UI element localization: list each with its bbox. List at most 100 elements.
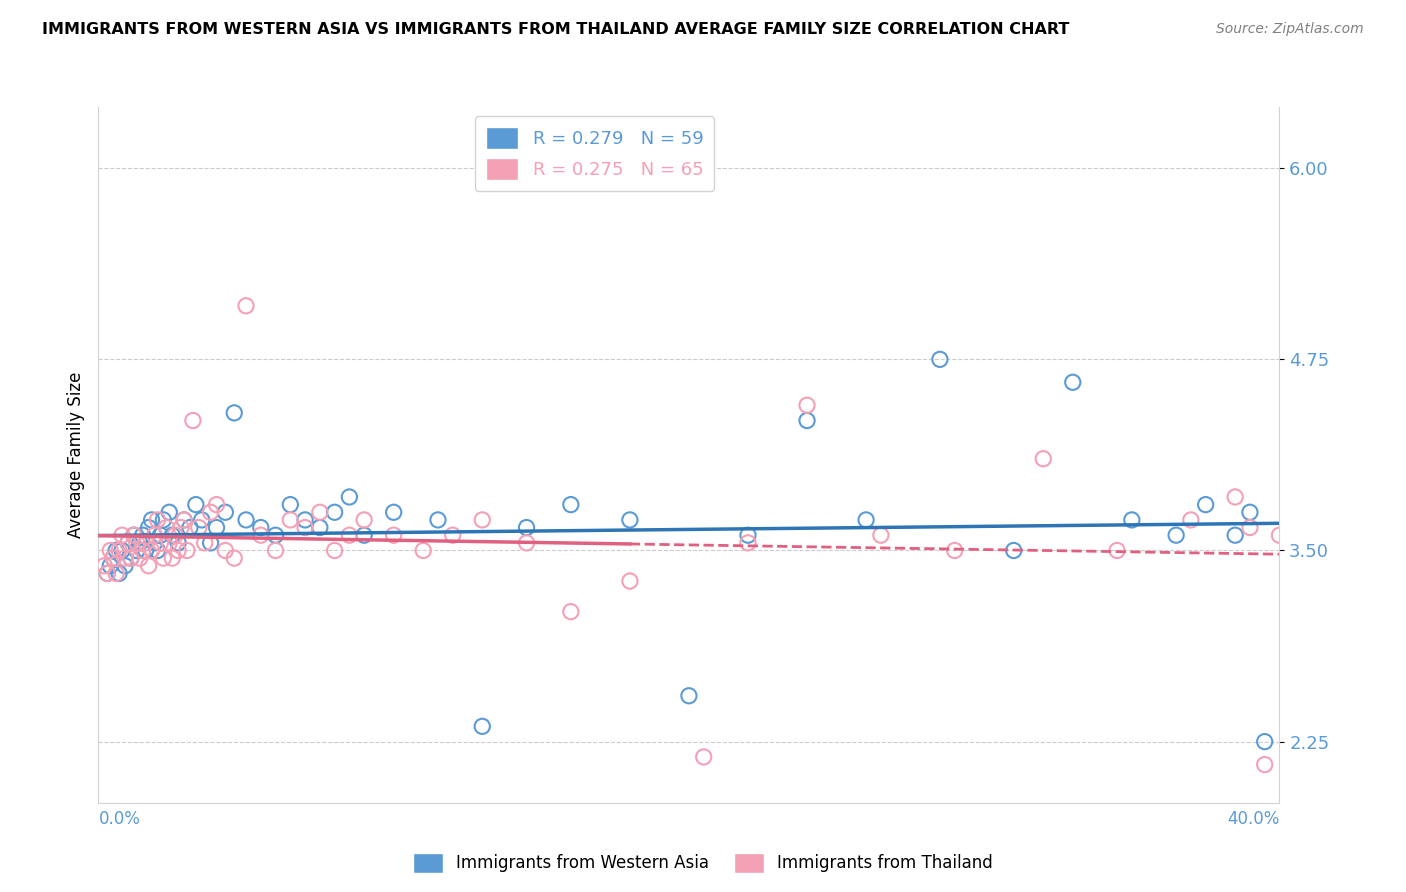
Point [309,505,332,519]
Point [471,513,494,527]
Point [165,528,187,542]
Point [224,406,246,420]
Legend: R = 0.279   N = 59, R = 0.275   N = 65: R = 0.279 N = 59, R = 0.275 N = 65 [475,116,714,191]
Point [155,520,177,534]
Point [103,551,125,566]
Point [382,505,405,519]
Point [114,551,136,566]
Point [117,536,139,550]
Point [128,551,150,566]
Point [1268,528,1291,542]
Point [1284,536,1306,550]
Point [162,551,183,566]
Point [200,505,222,519]
Point [280,498,302,512]
Point [184,498,207,512]
Point [98,543,121,558]
Point [105,566,128,581]
Point [855,513,877,527]
Point [929,352,952,367]
Point [181,413,204,427]
Point [619,513,641,527]
Y-axis label: Average Family Size: Average Family Size [66,372,84,538]
Point [294,513,316,527]
Point [111,528,134,542]
Point [135,536,157,550]
Point [167,543,190,558]
Point [382,528,405,542]
Point [560,605,582,619]
Point [943,543,966,558]
Point [678,689,700,703]
Point [138,558,160,573]
Point [1239,505,1261,519]
Legend: Immigrants from Western Asia, Immigrants from Thailand: Immigrants from Western Asia, Immigrants… [406,847,1000,880]
Point [250,520,273,534]
Point [117,536,139,550]
Point [162,528,183,542]
Point [516,520,538,534]
Point [323,543,346,558]
Point [560,498,582,512]
Point [170,520,193,534]
Point [93,558,115,573]
Point [796,413,818,427]
Point [157,505,180,519]
Point [264,543,287,558]
Point [294,520,316,534]
Point [280,513,302,527]
Point [108,543,131,558]
Point [516,536,538,550]
Point [1239,520,1261,534]
Point [1180,513,1202,527]
Point [1166,528,1188,542]
Point [1107,543,1129,558]
Point [412,543,434,558]
Point [141,513,163,527]
Point [120,551,142,566]
Point [122,528,145,542]
Point [471,719,494,733]
Point [1032,451,1054,466]
Point [194,536,217,550]
Point [114,558,136,573]
Point [1195,498,1218,512]
Point [108,566,131,581]
Point [152,513,174,527]
Text: 40.0%: 40.0% [1227,811,1279,829]
Point [105,543,128,558]
Point [187,520,209,534]
Point [141,543,163,558]
Point [1002,543,1025,558]
Point [191,513,214,527]
Point [132,543,155,558]
Text: 0.0%: 0.0% [98,811,141,829]
Point [693,750,716,764]
Point [339,528,361,542]
Point [870,528,893,542]
Point [128,536,150,550]
Point [1062,376,1084,390]
Point [125,543,148,558]
Point [125,536,148,550]
Text: Source: ZipAtlas.com: Source: ZipAtlas.com [1216,22,1364,37]
Point [353,513,375,527]
Point [138,520,160,534]
Point [157,536,180,550]
Point [152,551,174,566]
Point [214,543,236,558]
Point [205,498,228,512]
Point [353,528,375,542]
Point [264,528,287,542]
Point [143,528,166,542]
Text: IMMIGRANTS FROM WESTERN ASIA VS IMMIGRANTS FROM THAILAND AVERAGE FAMILY SIZE COR: IMMIGRANTS FROM WESTERN ASIA VS IMMIGRAN… [42,22,1070,37]
Point [173,513,195,527]
Point [1254,734,1277,748]
Point [427,513,450,527]
Point [122,528,145,542]
Point [619,574,641,588]
Point [132,528,155,542]
Point [149,536,172,550]
Point [96,566,118,581]
Point [250,528,273,542]
